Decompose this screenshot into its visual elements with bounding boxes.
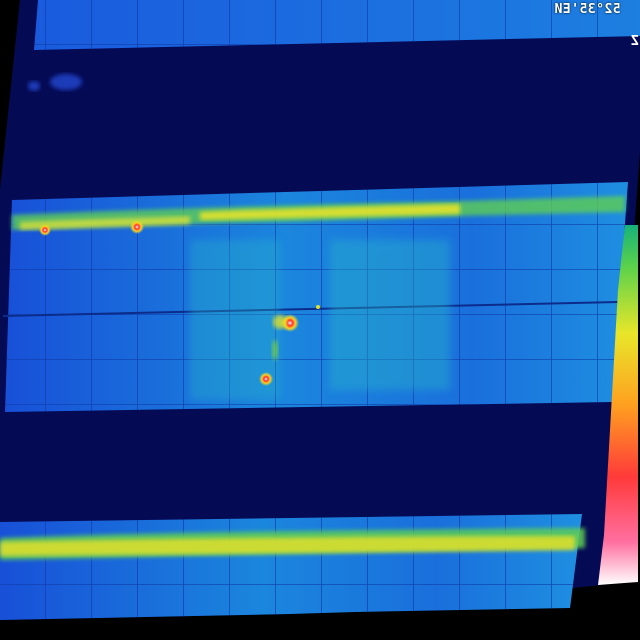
hotspot-left-edge xyxy=(39,224,51,236)
edge-mark: Z xyxy=(631,34,639,49)
hotspot-top-row xyxy=(130,220,144,234)
thermal-color-scale-icon xyxy=(598,225,638,585)
hotspot-lower xyxy=(259,372,273,386)
coordinate-readout: 52°35'ЕИ xyxy=(554,2,621,17)
